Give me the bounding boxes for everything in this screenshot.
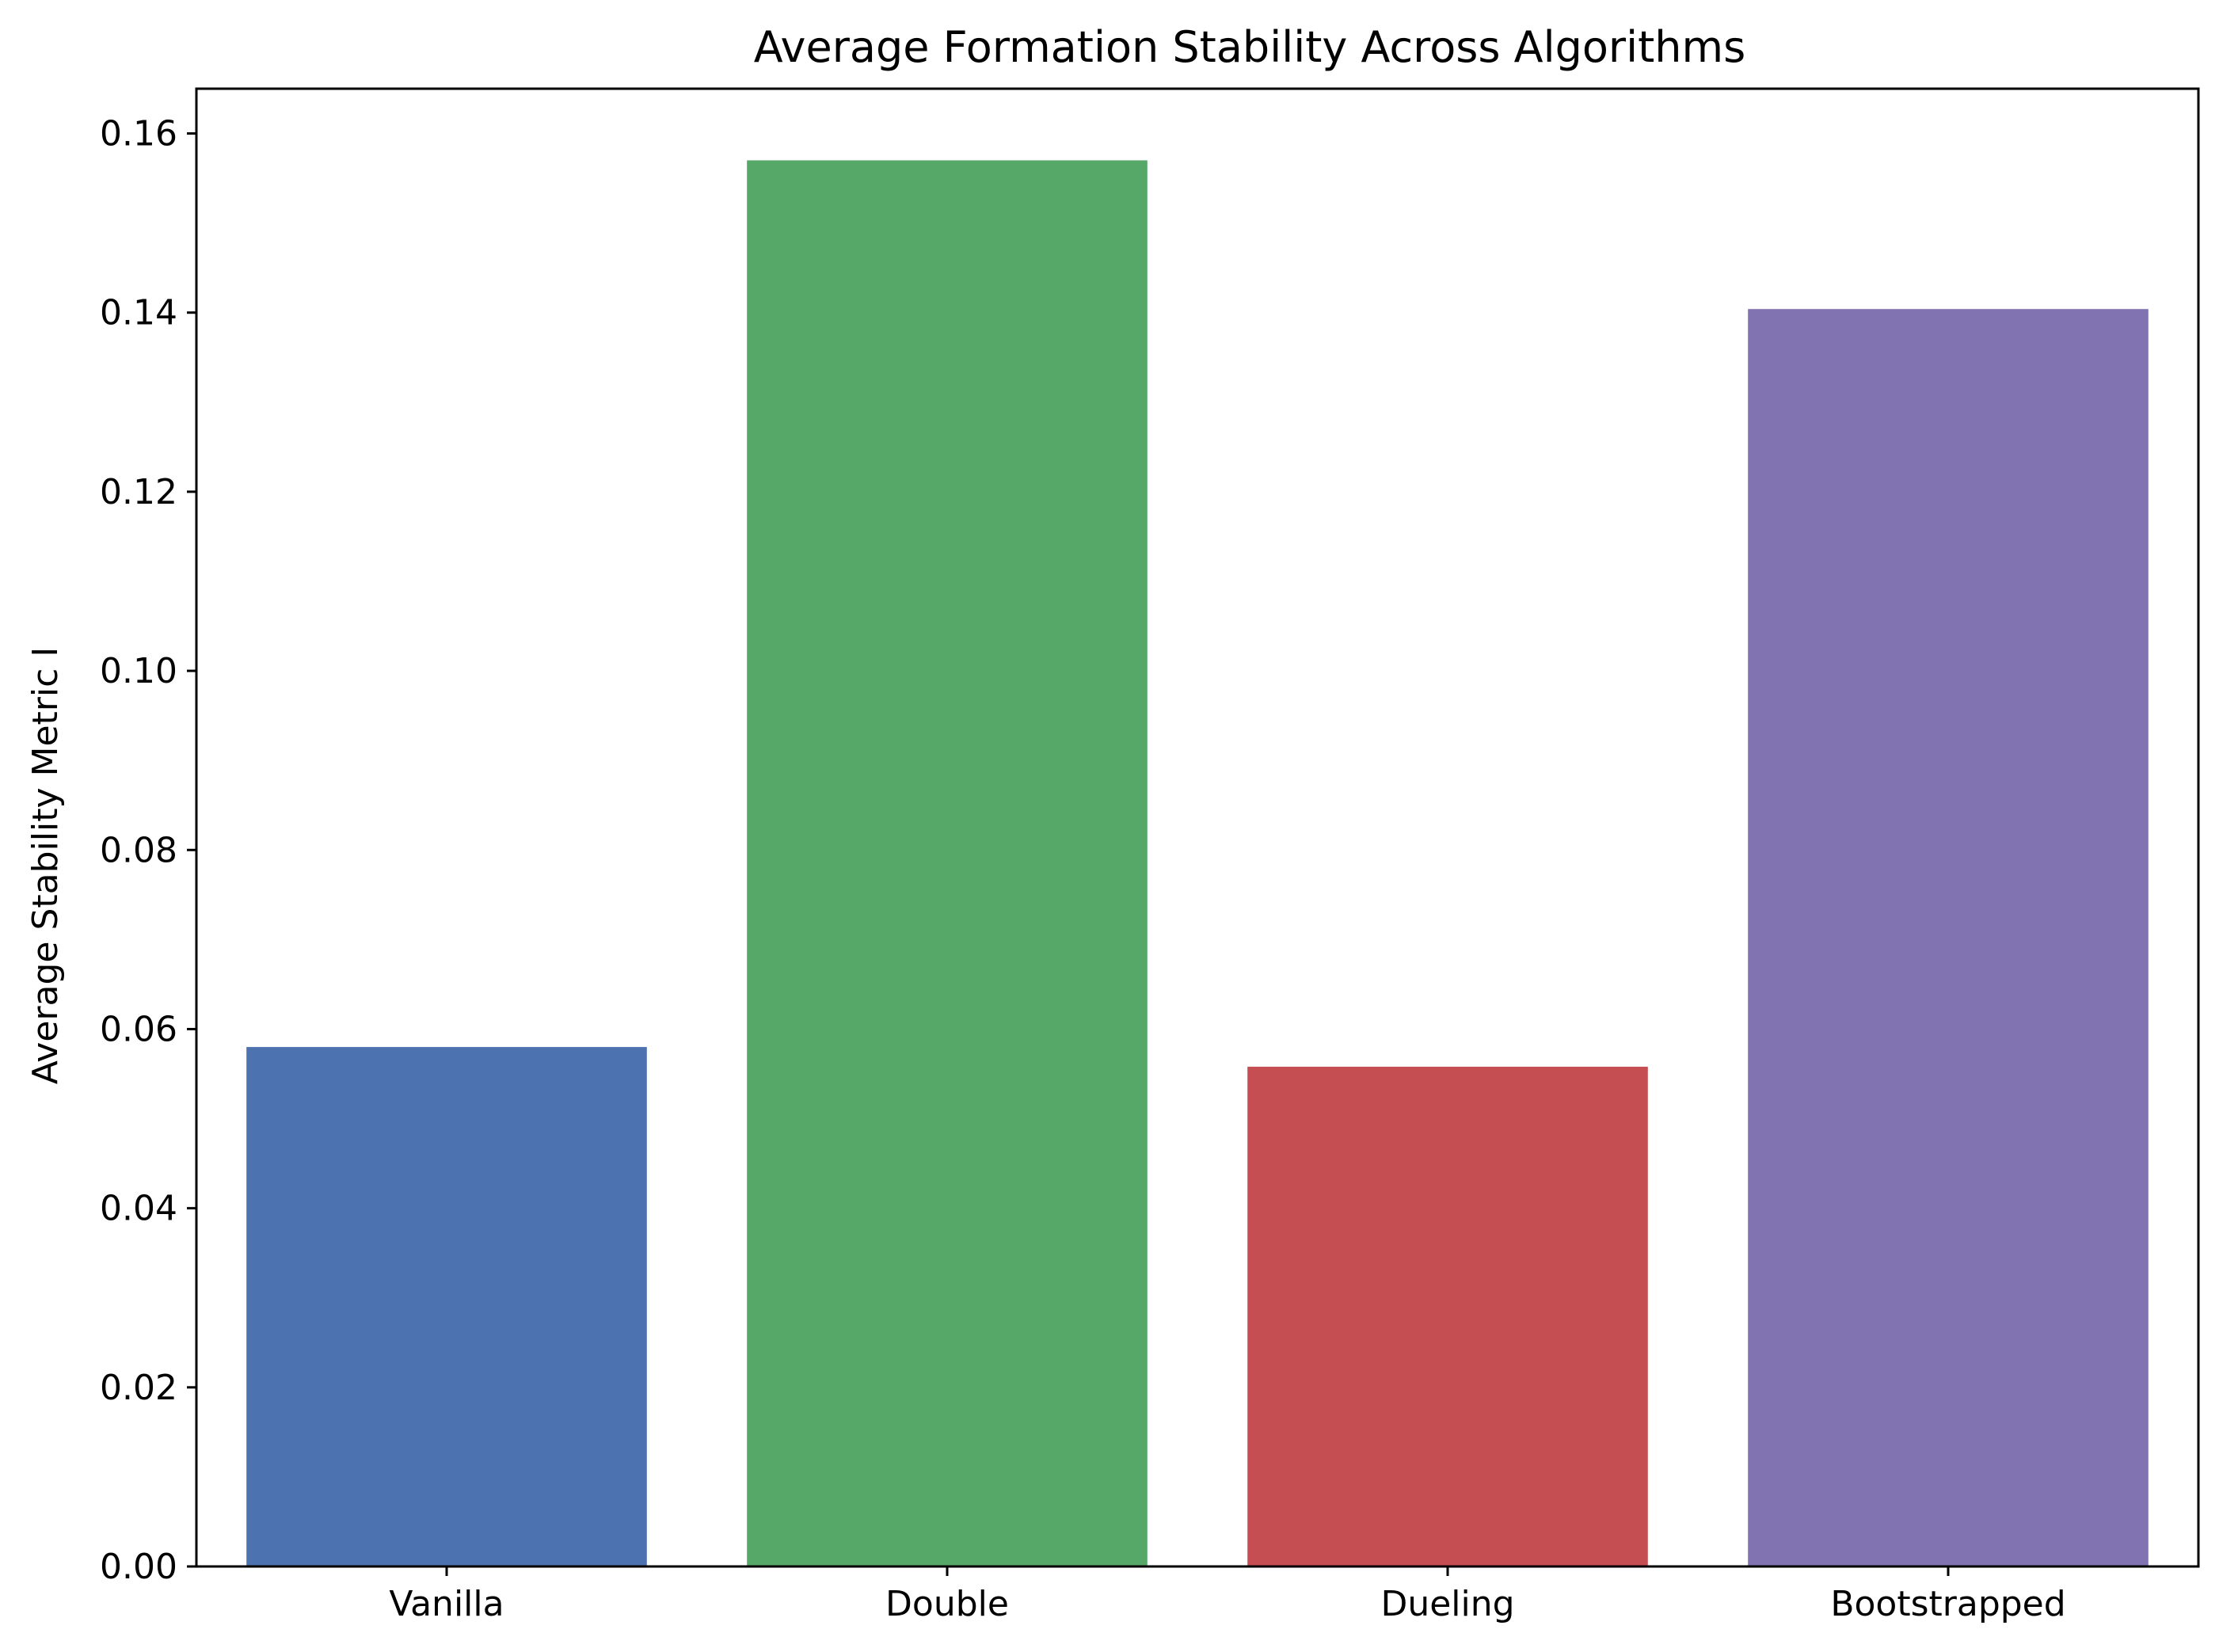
bars-group [246,160,2149,1567]
y-tick-label: 0.10 [100,651,177,691]
bar-bootstrapped [1748,309,2149,1567]
chart-title: Average Formation Stability Across Algor… [754,22,1746,72]
x-tick-label-bootstrapped: Bootstrapped [1830,1584,2065,1624]
y-axis-label: Average Stability Metric I [25,647,66,1084]
x-tick-label-vanilla: Vanilla [389,1584,504,1624]
bar-double [747,160,1148,1566]
y-tick-label: 0.16 [100,114,177,154]
x-tick-label-dueling: Dueling [1380,1584,1514,1624]
y-tick-label: 0.06 [100,1009,177,1049]
bar-dueling [1247,1066,1648,1566]
y-tick-label: 0.08 [100,830,177,870]
y-tick-label: 0.14 [100,293,177,333]
bar-vanilla [246,1047,647,1566]
y-tick-label: 0.00 [100,1547,177,1587]
y-tick-label: 0.02 [100,1368,177,1408]
plot-frame [195,87,2200,1568]
x-axis-ticks: Vanilla Double Dueling Bootstrapped [389,1566,2066,1624]
y-tick-label: 0.12 [100,472,177,512]
y-tick-label: 0.04 [100,1189,177,1229]
x-tick-label-double: Double [885,1584,1009,1624]
y-axis-ticks: 0.00 0.02 0.04 0.06 0.08 0.10 0.12 0.14 0.16 [100,114,196,1587]
